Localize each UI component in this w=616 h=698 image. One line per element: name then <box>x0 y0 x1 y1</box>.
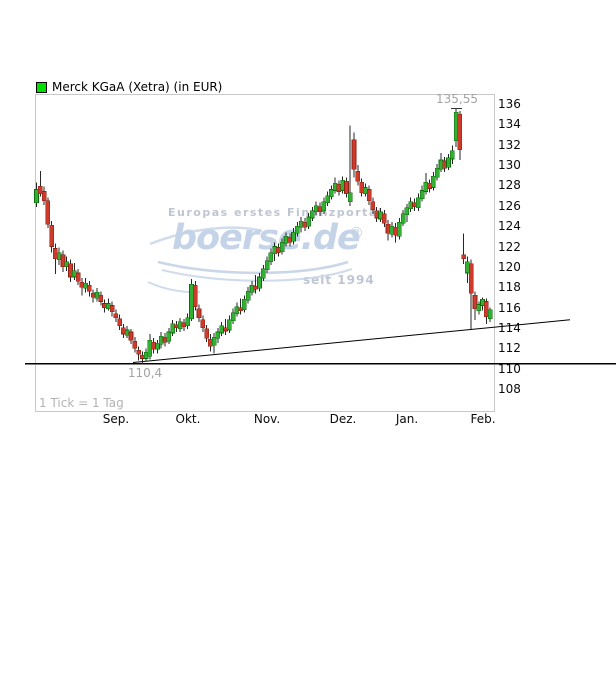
high-annotation: 135,55 <box>436 92 478 106</box>
y-tick-label: 114 <box>498 320 521 335</box>
x-tick-label: Jan. <box>395 412 419 426</box>
x-tick-label: Sep. <box>102 412 130 426</box>
y-tick-label: 132 <box>498 137 521 152</box>
chart-legend: Merck KGaA (Xetra) (in EUR) <box>36 80 222 94</box>
plot-area <box>35 94 495 412</box>
y-tick-label: 108 <box>498 382 521 396</box>
y-tick-label: 120 <box>498 259 521 274</box>
y-tick-label: 110 <box>498 361 521 376</box>
y-tick-label: 122 <box>498 239 521 254</box>
y-tick-label: 136 <box>498 97 521 111</box>
x-tick-label: Okt. <box>175 412 201 426</box>
legend-color-swatch <box>36 81 47 93</box>
x-tick-label: Dez. <box>329 412 357 426</box>
low-annotation: 110,4 <box>127 366 163 380</box>
y-tick-label: 112 <box>498 341 521 356</box>
y-tick-label: 134 <box>498 117 521 132</box>
y-tick-label: 124 <box>498 219 521 234</box>
x-tick-label: Nov. <box>253 412 281 426</box>
y-tick-label: 116 <box>498 300 521 315</box>
tick-note: 1 Tick = 1 Tag <box>39 396 124 410</box>
y-tick-label: 118 <box>498 280 521 295</box>
chart-title: Merck KGaA (Xetra) (in EUR) <box>52 80 223 94</box>
y-tick-label: 130 <box>498 158 521 173</box>
y-tick-label: 126 <box>498 198 521 213</box>
x-tick-label: Feb. <box>470 412 496 426</box>
y-tick-label: 128 <box>498 178 521 193</box>
